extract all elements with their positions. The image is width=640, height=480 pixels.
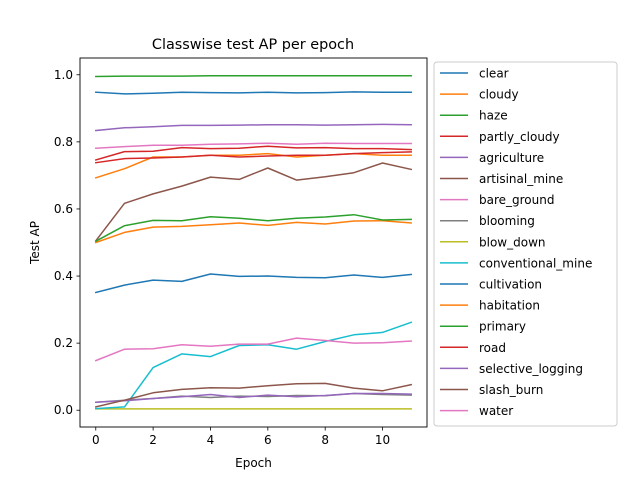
legend-label-clear: clear — [479, 67, 509, 81]
legend-label-bare-ground: bare_ground — [479, 193, 554, 207]
series-line-slash-burn — [94, 382, 413, 408]
legend-label-selective-logging: selective_logging — [479, 362, 583, 376]
y-tick-label: 0.0 — [54, 403, 73, 417]
plot-frame — [79, 57, 428, 428]
series-line-habitation — [94, 219, 413, 244]
y-tick-label: 0.4 — [54, 269, 73, 283]
series-line-conventional-mine — [95, 321, 413, 410]
series-line-water — [94, 337, 412, 362]
legend-label-cloudy: cloudy — [479, 88, 519, 102]
series-line-agriculture — [94, 123, 412, 132]
series-line-clear — [95, 91, 412, 95]
legend-label-water: water — [479, 404, 513, 418]
legend-label-cultivation: cultivation — [479, 278, 542, 292]
legend-label-haze: haze — [479, 109, 508, 123]
x-tick-label: 0 — [92, 433, 100, 447]
y-tick-label: 0.2 — [54, 336, 73, 350]
y-tick-label: 0.6 — [54, 202, 73, 216]
legend-label-conventional-mine: conventional_mine — [479, 256, 592, 270]
legend-frame — [433, 61, 618, 427]
plot-series — [94, 75, 413, 410]
series-line-partly-cloudy — [94, 151, 412, 164]
y-tick-label: 0.8 — [54, 135, 73, 149]
legend-label-agriculture: agriculture — [479, 151, 544, 165]
legend-label-artisinal-mine: artisinal_mine — [479, 172, 563, 186]
legend-label-blooming: blooming — [479, 214, 535, 228]
series-line-primary — [94, 213, 412, 243]
series-line-selective-logging — [95, 392, 412, 403]
legend-label-slash-burn: slash_burn — [479, 383, 543, 397]
chart-title: Classwise test AP per epoch — [152, 37, 354, 53]
y-tick-label: 1.0 — [54, 68, 73, 82]
legend-label-habitation: habitation — [479, 299, 540, 313]
y-axis-label: Test AP — [28, 221, 42, 265]
legend-label-partly-cloudy: partly_cloudy — [479, 130, 560, 144]
x-axis-label: Epoch — [235, 456, 272, 470]
legend: clear cloudy haze partly_cloudy agriculture a… — [433, 61, 618, 427]
series-line-cultivation — [94, 273, 413, 294]
x-tick-label: 10 — [375, 433, 390, 447]
y-axis: 0.0 0.2 0.4 0.6 0.8 1.0 — [54, 68, 80, 417]
series-line-road — [94, 145, 412, 161]
series-line-artisinal-mine — [94, 162, 413, 242]
x-tick-label: 2 — [149, 433, 157, 447]
x-tick-label: 6 — [264, 433, 272, 447]
legend-label-blow-down: blow_down — [479, 235, 546, 249]
legend-label-primary: primary — [479, 320, 526, 334]
x-tick-label: 8 — [321, 433, 329, 447]
legend-label-road: road — [479, 341, 506, 355]
series-line-bare-ground — [95, 142, 412, 149]
x-tick-label: 4 — [207, 433, 215, 447]
x-axis: 0 2 4 6 8 10 — [92, 427, 390, 447]
series-line-haze — [95, 75, 412, 78]
